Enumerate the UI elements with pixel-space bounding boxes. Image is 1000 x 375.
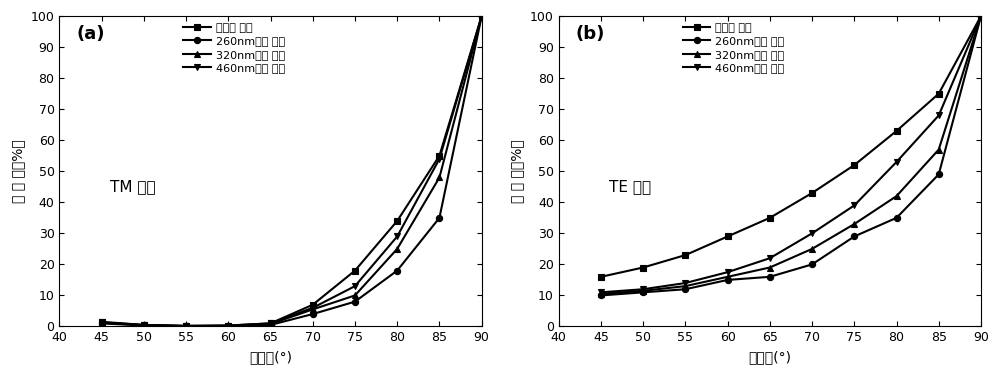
260nm镀膜 玻璃: [637, 290, 649, 295]
260nm镀膜 玻璃: [933, 172, 945, 177]
未镀膜 玻璃: [722, 234, 734, 239]
X-axis label: 入射角(°): 入射角(°): [748, 350, 791, 364]
未镀膜 玻璃: [138, 322, 150, 327]
未镀膜 玻璃: [933, 92, 945, 96]
260nm镀膜 玻璃: [679, 287, 691, 291]
460nm镀膜 玻璃: [96, 320, 108, 325]
460nm镀膜 玻璃: [222, 323, 234, 328]
460nm镀膜 玻璃: [307, 306, 319, 310]
260nm镀膜 玻璃: [433, 216, 445, 220]
Legend: 未镀膜 玻璃, 260nm镀膜 玻璃, 320nm镀膜 玻璃, 460nm镀膜 玻璃: 未镀膜 玻璃, 260nm镀膜 玻璃, 320nm镀膜 玻璃, 460nm镀膜 …: [678, 19, 789, 78]
Line: 460nm镀膜 玻璃: 460nm镀膜 玻璃: [598, 13, 984, 296]
未镀膜 玻璃: [637, 265, 649, 270]
460nm镀膜 玻璃: [848, 203, 860, 208]
460nm镀膜 玻璃: [722, 270, 734, 274]
Legend: 未镀膜 玻璃, 260nm镀膜 玻璃, 320nm镀膜 玻璃, 460nm镀膜 玻璃: 未镀膜 玻璃, 260nm镀膜 玻璃, 320nm镀膜 玻璃, 460nm镀膜 …: [179, 19, 289, 78]
320nm镀膜 玻璃: [679, 284, 691, 288]
未镀膜 玻璃: [222, 323, 234, 328]
Text: (a): (a): [76, 26, 105, 44]
320nm镀膜 玻璃: [222, 324, 234, 328]
320nm镀膜 玻璃: [806, 247, 818, 251]
260nm镀膜 玻璃: [722, 278, 734, 282]
460nm镀膜 玻璃: [391, 234, 403, 239]
Line: 460nm镀膜 玻璃: 460nm镀膜 玻璃: [99, 13, 485, 329]
未镀膜 玻璃: [806, 191, 818, 195]
460nm镀膜 玻璃: [476, 14, 488, 18]
未镀膜 玻璃: [307, 303, 319, 307]
260nm镀膜 玻璃: [476, 14, 488, 18]
未镀膜 玻璃: [391, 219, 403, 223]
320nm镀膜 玻璃: [595, 292, 607, 296]
260nm镀膜 玻璃: [848, 234, 860, 239]
未镀膜 玻璃: [891, 129, 903, 133]
未镀膜 玻璃: [595, 274, 607, 279]
320nm镀膜 玻璃: [138, 323, 150, 327]
460nm镀膜 玻璃: [349, 284, 361, 288]
260nm镀膜 玻璃: [391, 268, 403, 273]
320nm镀膜 玻璃: [637, 288, 649, 293]
Text: TM 极化: TM 极化: [110, 179, 156, 194]
320nm镀膜 玻璃: [349, 293, 361, 298]
260nm镀膜 玻璃: [180, 324, 192, 328]
Text: (b): (b): [576, 26, 605, 44]
X-axis label: 入射角(°): 入射角(°): [249, 350, 292, 364]
260nm镀膜 玻璃: [806, 262, 818, 267]
320nm镀膜 玻璃: [722, 274, 734, 279]
Line: 320nm镀膜 玻璃: 320nm镀膜 玻璃: [99, 13, 485, 329]
260nm镀膜 玻璃: [307, 312, 319, 316]
Y-axis label: 反 射 率（%）: 反 射 率（%）: [11, 140, 25, 203]
320nm镀膜 玻璃: [848, 222, 860, 226]
260nm镀膜 玻璃: [349, 299, 361, 304]
260nm镀膜 玻璃: [96, 321, 108, 326]
320nm镀膜 玻璃: [96, 321, 108, 325]
260nm镀膜 玻璃: [891, 216, 903, 220]
未镀膜 玻璃: [180, 324, 192, 328]
260nm镀膜 玻璃: [265, 322, 277, 327]
460nm镀膜 玻璃: [138, 322, 150, 327]
460nm镀膜 玻璃: [764, 256, 776, 261]
260nm镀膜 玻璃: [222, 324, 234, 328]
320nm镀膜 玻璃: [180, 324, 192, 328]
460nm镀膜 玻璃: [975, 14, 987, 18]
320nm镀膜 玻璃: [476, 14, 488, 18]
460nm镀膜 玻璃: [806, 231, 818, 236]
320nm镀膜 玻璃: [265, 322, 277, 326]
320nm镀膜 玻璃: [891, 194, 903, 198]
未镀膜 玻璃: [975, 14, 987, 18]
320nm镀膜 玻璃: [433, 175, 445, 180]
260nm镀膜 玻璃: [975, 14, 987, 18]
未镀膜 玻璃: [433, 153, 445, 158]
460nm镀膜 玻璃: [637, 287, 649, 291]
460nm镀膜 玻璃: [265, 321, 277, 326]
460nm镀膜 玻璃: [180, 324, 192, 328]
260nm镀膜 玻璃: [764, 274, 776, 279]
Text: TE 极化: TE 极化: [609, 179, 652, 194]
320nm镀膜 玻璃: [391, 247, 403, 251]
320nm镀膜 玻璃: [307, 307, 319, 312]
Line: 未镀膜 玻璃: 未镀膜 玻璃: [99, 13, 485, 329]
260nm镀膜 玻璃: [138, 323, 150, 328]
260nm镀膜 玻璃: [595, 293, 607, 298]
460nm镀膜 玻璃: [595, 290, 607, 295]
Line: 320nm镀膜 玻璃: 320nm镀膜 玻璃: [598, 13, 984, 297]
未镀膜 玻璃: [96, 320, 108, 324]
460nm镀膜 玻璃: [433, 157, 445, 161]
Y-axis label: 反 射 率（%）: 反 射 率（%）: [510, 140, 524, 203]
未镀膜 玻璃: [764, 216, 776, 220]
320nm镀膜 玻璃: [933, 147, 945, 152]
未镀膜 玻璃: [679, 253, 691, 257]
未镀膜 玻璃: [265, 321, 277, 326]
Line: 260nm镀膜 玻璃: 260nm镀膜 玻璃: [99, 13, 485, 329]
320nm镀膜 玻璃: [764, 265, 776, 270]
460nm镀膜 玻璃: [891, 160, 903, 164]
Line: 260nm镀膜 玻璃: 260nm镀膜 玻璃: [598, 13, 984, 298]
460nm镀膜 玻璃: [679, 281, 691, 285]
460nm镀膜 玻璃: [933, 113, 945, 118]
未镀膜 玻璃: [476, 14, 488, 18]
320nm镀膜 玻璃: [975, 14, 987, 18]
未镀膜 玻璃: [848, 163, 860, 167]
Line: 未镀膜 玻璃: 未镀膜 玻璃: [598, 13, 984, 280]
未镀膜 玻璃: [349, 268, 361, 273]
